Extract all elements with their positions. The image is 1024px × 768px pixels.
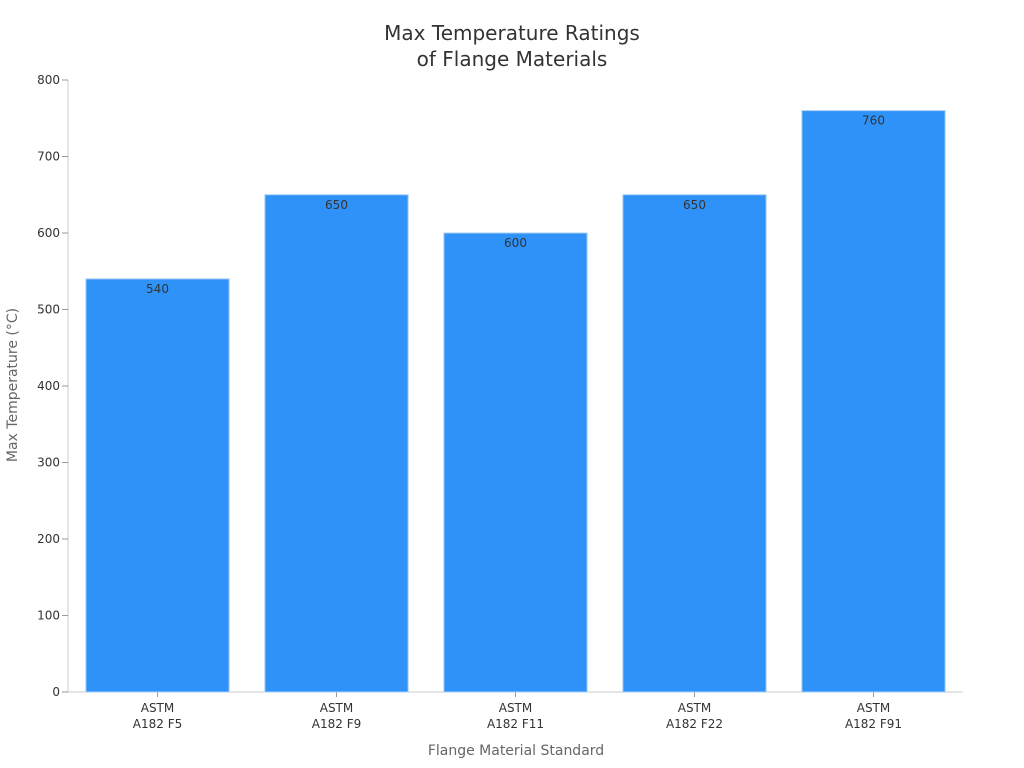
x-tick-label: ASTM	[141, 701, 175, 715]
chart-title-line-1: Max Temperature Ratings	[384, 21, 640, 45]
bar-value-label: 540	[146, 282, 169, 296]
x-tick-label: ASTM	[499, 701, 533, 715]
bar	[264, 194, 409, 693]
y-axis: 0 100 200 300 400 500 600 700 800	[37, 73, 69, 699]
y-tick-label: 500	[37, 303, 60, 317]
x-tick-label: A182 F9	[312, 717, 361, 731]
y-tick-label: 100	[37, 609, 60, 623]
bar-value-label: 650	[683, 198, 706, 212]
bar	[85, 278, 230, 693]
x-axis: ASTM A182 F5 ASTM A182 F9 ASTM A182 F11 ASTM A1…	[68, 691, 963, 731]
y-tick-label: 700	[37, 150, 60, 164]
y-tick-label: 0	[52, 685, 60, 699]
x-tick-label: ASTM	[678, 701, 712, 715]
x-tick-label: A182 F11	[487, 717, 544, 731]
chart-title-line-2: of Flange Materials	[417, 47, 608, 71]
bar-value-label: 760	[862, 114, 885, 128]
y-tick-label: 800	[37, 73, 60, 87]
x-tick-label: A182 F5	[133, 717, 182, 731]
bar	[801, 110, 946, 693]
x-tick-label: A182 F22	[666, 717, 723, 731]
y-tick-label: 400	[37, 379, 60, 393]
x-tick-label: A182 F91	[845, 717, 902, 731]
bar	[622, 194, 767, 693]
bar-value-label: 600	[504, 236, 527, 250]
bar-value-label: 650	[325, 198, 348, 212]
x-tick-label: ASTM	[857, 701, 891, 715]
y-tick-label: 600	[37, 226, 60, 240]
x-tick-label: ASTM	[320, 701, 354, 715]
bar	[443, 232, 588, 693]
y-tick-label: 300	[37, 456, 60, 470]
y-tick-label: 200	[37, 532, 60, 546]
x-axis-label: Flange Material Standard	[428, 743, 604, 759]
bars: 540 650 600 650 760	[85, 110, 946, 693]
y-axis-label: Max Temperature (°C)	[5, 308, 21, 462]
